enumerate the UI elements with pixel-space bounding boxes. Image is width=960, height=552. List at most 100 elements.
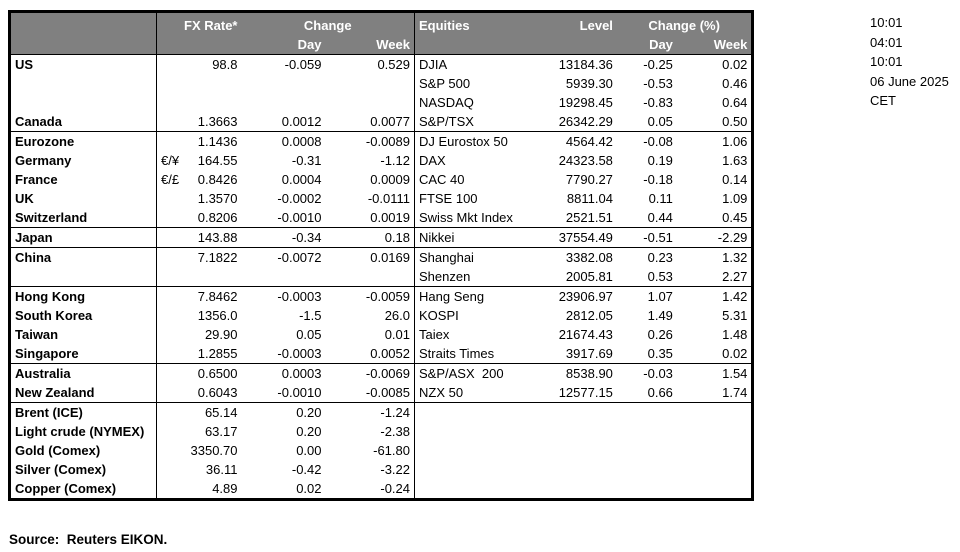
fx-pair-label-cell [157,344,187,364]
fx-week-change-cell: -1.12 [380,153,410,168]
timestamp-block: 10:01 04:01 10:01 06 June 2025 CET [870,13,949,111]
fx-day-change-cell: 0.0012 [281,114,322,129]
timestamp-line: 10:01 [870,54,903,69]
fx-day-change-cell: 0.0003 [241,363,326,383]
table-row: Australia 0.6500 0.0003 -0.0069 S&P/ASX 200 8… [9,363,753,383]
equity-index-label-cell: Nikkei [413,227,517,248]
fx-rate-cell [187,93,242,112]
fx-country-label-cell [9,93,157,112]
fx-week-change-cell: -0.24 [380,481,410,496]
fx-pair-label-cell [157,189,187,208]
header-blank-cell [9,11,157,35]
equity-index-label-cell [413,479,517,500]
fx-country-label-cell: Switzerland [9,208,157,228]
equity-level-cell: 37554.49 [516,227,617,248]
fx-week-change-cell: 0.0019 [370,210,410,225]
fx-week-change-cell: -2.38 [380,424,410,439]
fx-pair-label-cell: €/¥ [161,153,180,168]
equity-index-label-cell: S&P/TSX [413,112,517,132]
fx-week-header: Week [325,35,415,55]
fx-country-label-cell [9,267,157,287]
equity-index-label-cell: Hang Seng [413,286,517,306]
equity-day-change-cell: 0.53 [647,269,673,284]
equity-index-label-cell: Swiss Mkt Index [413,208,517,228]
fx-pair-label-cell: €/£ [161,172,180,187]
equity-level-cell: 7790.27 [565,172,613,187]
table-header: FX Rate* Change Equities Level Change (%… [9,11,753,55]
fx-rate-cell: 0.8426 [197,172,238,187]
equity-day-change-cell: 1.49 [647,308,673,323]
fx-rate-cell: 63.17 [204,424,238,439]
fx-week-change-cell: 0.0052 [370,346,410,361]
fx-pair-label-cell [157,460,187,479]
equity-day-change-cell: -0.03 [616,363,677,383]
fx-day-header: Day [241,35,326,55]
fx-country-label-cell: South Korea [9,306,157,325]
equities-day-header: Day [616,35,677,55]
equity-day-change-cell: 0.66 [647,385,673,400]
fx-pair-label-cell [156,247,187,267]
equity-week-change-cell: 0.14 [722,172,748,187]
fx-day-change-cell: -0.0072 [241,247,326,267]
fx-week-change-cell: 0.01 [384,327,410,342]
table-row: France €/£ 0.8426 0.0004 0.0009 CAC 40 7790.27… [9,170,753,189]
fx-pair-label-cell [157,74,187,93]
fx-pair-label-cell [156,131,187,151]
fx-country-label-cell: China [9,247,157,267]
fx-country-label-cell: Hong Kong [9,286,157,306]
fx-week-change-cell: 0.18 [325,227,415,248]
fx-day-change-cell: -0.0010 [277,385,322,400]
fx-pair-label-cell [157,383,187,403]
table-row: US 98.8 -0.059 0.529 DJIA 13184.36 -0.25 0.02 [9,54,753,75]
fx-rate-cell: 1356.0 [197,308,238,323]
equity-week-change-cell: 0.02 [722,346,748,361]
equity-week-change-cell: 0.50 [722,114,748,129]
equity-week-change-cell: -2.29 [676,227,753,248]
equity-day-change-cell [617,422,677,441]
fx-rate-cell: 36.11 [205,462,238,477]
equity-week-change-cell [677,441,753,460]
equity-level-cell: 26342.29 [558,114,613,129]
equity-level-cell: 2521.51 [565,210,613,225]
equity-day-change-cell: -0.51 [616,227,677,248]
equity-day-change-cell [617,441,677,460]
fx-rate-cell: 0.8206 [197,210,238,225]
table-row: Gold (Comex) 3350.70 0.00 -61.80 [9,441,753,460]
fx-rate-cell: 143.88 [186,227,242,248]
table-row: China 7.1822 -0.0072 0.0169 Shanghai 3382.08 0… [9,247,753,267]
fx-pair-label-cell [156,286,187,306]
fx-week-change-cell: -3.22 [380,462,410,477]
source-line: Source: Reuters EIKON. [9,532,168,547]
fx-day-change-cell [242,74,326,93]
equity-week-change-cell: 0.02 [722,57,748,72]
fx-day-change-cell: -0.0010 [277,210,322,225]
equity-index-label-cell: S&P/ASX 200 [413,363,517,383]
fx-country-label-cell: Singapore [9,344,157,364]
fx-country-label-cell: Germany [9,151,157,170]
table-row: Copper (Comex) 4.89 0.02 -0.24 [9,479,753,500]
equity-week-change-cell: 1.06 [676,131,753,151]
fx-day-change-cell [242,267,326,287]
equity-level-cell [517,441,617,460]
equity-index-label-cell: Taiex [413,325,517,344]
equity-level-cell: 4564.42 [516,131,617,151]
fx-pair-label-cell [157,112,187,132]
fx-week-change-cell: -0.0111 [367,191,410,206]
level-header: Level [516,11,617,35]
table-row: Japan 143.88 -0.34 0.18 Nikkei 37554.49 -0.51-… [9,227,753,248]
equity-level-cell: 21674.43 [558,327,613,342]
equity-index-label-cell: DJIA [413,54,517,74]
fx-day-change-cell: 0.02 [296,481,322,496]
fx-pair-label-cell [156,227,187,248]
fx-rate-cell: 1.3570 [197,191,238,206]
equity-level-cell: 3917.69 [565,346,613,361]
fx-pair-label-cell [157,55,187,75]
fx-week-change-cell: 0.0169 [325,247,415,267]
equity-day-change-cell: 0.26 [647,327,673,342]
equity-week-change-cell: 1.32 [676,247,753,267]
equity-day-change-cell: 0.11 [648,191,673,206]
fx-pair-label-cell [157,93,187,112]
equity-index-label-cell: Straits Times [413,344,517,364]
equity-level-cell: 2005.81 [565,269,613,284]
